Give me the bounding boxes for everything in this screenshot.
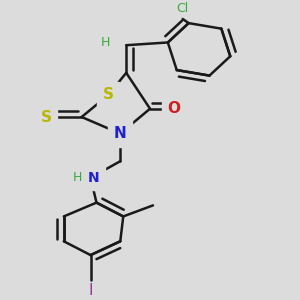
- Text: S: S: [103, 87, 114, 102]
- Text: O: O: [167, 101, 180, 116]
- Text: Cl: Cl: [177, 2, 189, 15]
- Text: N: N: [114, 126, 127, 141]
- Text: H: H: [73, 171, 82, 184]
- Text: I: I: [88, 283, 93, 298]
- Text: H: H: [101, 36, 110, 49]
- Text: S: S: [40, 110, 52, 124]
- Text: N: N: [88, 171, 99, 185]
